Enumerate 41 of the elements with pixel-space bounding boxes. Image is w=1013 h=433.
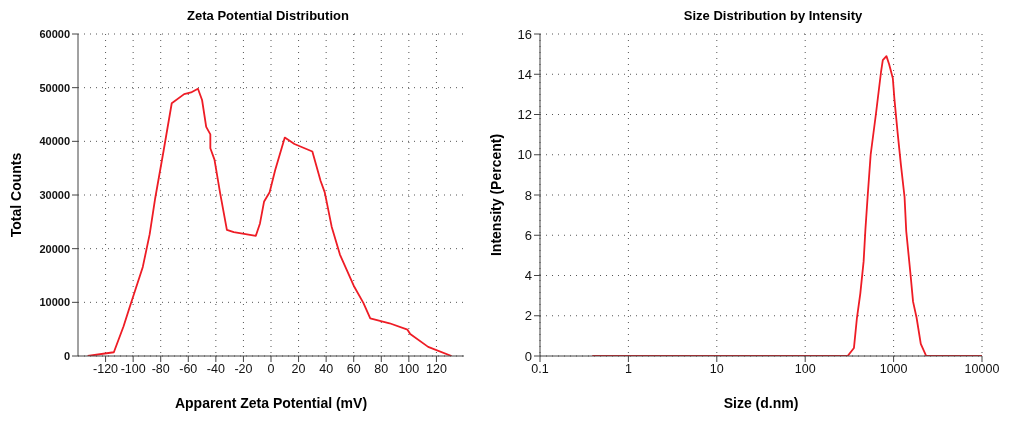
y-tick-label: 12 xyxy=(517,107,532,123)
chart-title: Zeta Potential Distribution xyxy=(186,8,350,25)
y-tick-label: 16 xyxy=(517,26,532,42)
y-tick-label: 60000 xyxy=(39,27,70,40)
y-tick-label: 40000 xyxy=(39,135,70,148)
x-tick-label: 10000 xyxy=(964,361,1000,376)
x-tick-label: -100 xyxy=(120,361,146,376)
y-tick-label: 20000 xyxy=(39,242,70,255)
x-tick-label: 0.1 xyxy=(531,361,549,376)
y-tick-label: 8 xyxy=(524,187,532,203)
x-tick-label: 0 xyxy=(267,361,275,376)
y-tick-label: 6 xyxy=(524,227,532,243)
y-axis-title: Intensity (Percent) xyxy=(487,133,504,257)
x-tick-label: -80 xyxy=(151,361,170,376)
chart-title: Size Distribution by Intensity xyxy=(682,8,864,25)
y-tick-label: 2 xyxy=(524,308,532,324)
x-tick-label: 20 xyxy=(291,361,306,376)
x-tick-label: 1 xyxy=(624,361,632,376)
x-tick-label: 100 xyxy=(794,361,816,376)
y-axis-title: Total Counts xyxy=(7,152,24,238)
y-tick-label: 10000 xyxy=(39,296,70,309)
x-tick-label: -120 xyxy=(93,361,119,376)
y-tick-label: 30000 xyxy=(39,188,70,201)
x-tick-label: 80 xyxy=(374,361,389,376)
y-tick-label: 0 xyxy=(63,349,70,362)
x-tick-label: 1000 xyxy=(879,361,908,376)
y-tick-label: 50000 xyxy=(39,81,70,94)
x-tick-label: 60 xyxy=(346,361,361,376)
x-axis-title: Apparent Zeta Potential (mV) xyxy=(174,395,368,411)
x-tick-label: 10 xyxy=(709,361,724,376)
y-tick-label: 14 xyxy=(517,66,532,82)
y-tick-label: 4 xyxy=(524,268,532,284)
x-tick-label: 120 xyxy=(426,361,447,376)
x-tick-label: -40 xyxy=(206,361,225,376)
x-tick-label: 100 xyxy=(398,361,420,376)
y-tick-label: 10 xyxy=(517,147,532,163)
x-axis-title: Size (d.nm) xyxy=(723,395,799,411)
x-tick-label: 40 xyxy=(319,361,334,376)
y-tick-label: 0 xyxy=(524,348,532,364)
x-tick-label: -60 xyxy=(179,361,198,376)
x-tick-label: -20 xyxy=(234,361,253,376)
